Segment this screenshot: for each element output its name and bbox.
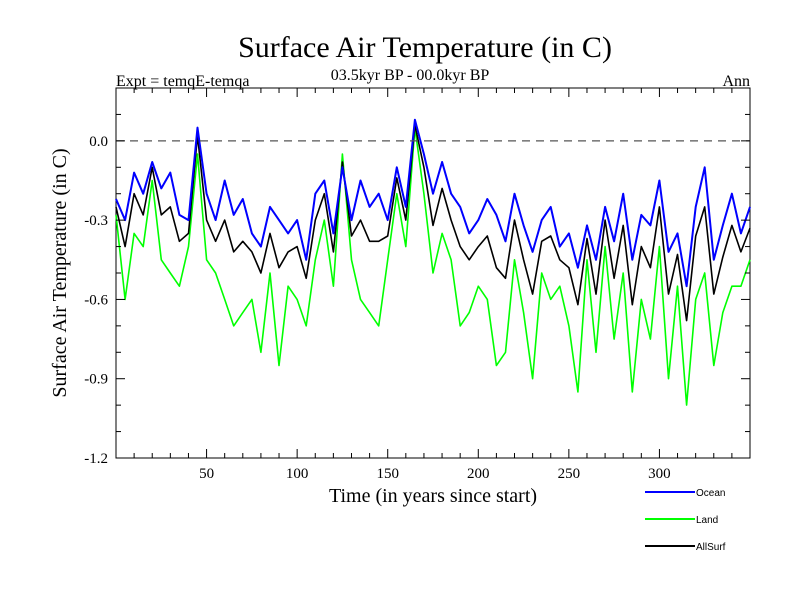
y-tick-label: 0.0 xyxy=(89,134,108,150)
x-tick-label: 100 xyxy=(286,466,309,482)
series-line-allsurf xyxy=(115,124,751,322)
series-line-land xyxy=(115,126,751,406)
y-tick-label: -1.2 xyxy=(84,451,108,467)
axis-ticks: 50 100 150 200 250 300 0.0 -0.3 -0.6 -0.9 -1.2 xyxy=(84,87,750,482)
chart-title: Surface Air Temperature (in C) xyxy=(238,31,612,64)
legend-label-allsurf: AllSurf xyxy=(696,542,726,553)
x-tick-label: 50 xyxy=(199,466,214,482)
y-tick-label: -0.3 xyxy=(84,213,108,229)
series-layer xyxy=(115,118,751,406)
chart-subtitle: 03.5kyr BP - 00.0kyr BP xyxy=(331,67,490,84)
legend-label-ocean: Ocean xyxy=(696,488,725,499)
x-tick-label: 200 xyxy=(467,466,490,482)
legend: Ocean Land AllSurf xyxy=(645,488,726,553)
x-tick-label: 250 xyxy=(558,466,581,482)
x-tick-label: 150 xyxy=(376,466,399,482)
series-line-ocean xyxy=(115,118,751,288)
y-tick-label: -0.6 xyxy=(84,292,108,308)
experiment-label: Expt = temqE-temqa xyxy=(116,73,249,90)
legend-label-land: Land xyxy=(696,515,718,526)
season-label: Ann xyxy=(722,73,750,90)
y-axis-label: Surface Air Temperature (in C) xyxy=(49,148,71,397)
x-tick-label: 300 xyxy=(648,466,671,482)
x-axis-label: Time (in years since start) xyxy=(329,485,537,507)
y-tick-label: -0.9 xyxy=(84,372,108,388)
